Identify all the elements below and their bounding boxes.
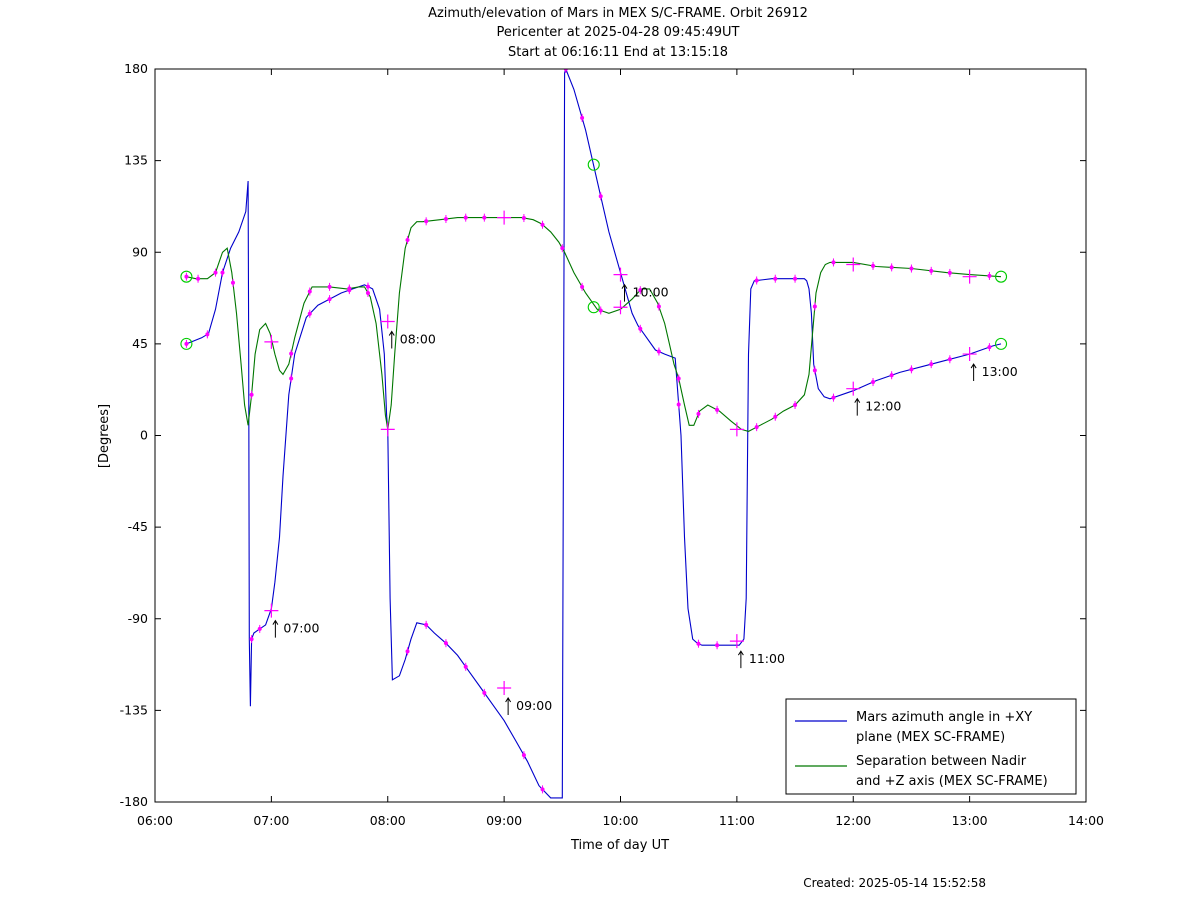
hour-annotation-arrow — [737, 650, 744, 669]
hour-annotation-label: 12:00 — [865, 399, 901, 414]
x-axis: 06:00 07:00 08:00 09:00 10:00 11:00 12:00 13:00… — [137, 69, 1104, 828]
x-tick-label: 14:00 — [1068, 813, 1104, 828]
hour-cross-marker — [729, 634, 744, 649]
chart-title: Azimuth/elevation of Mars in MEX S/C-FRA… — [428, 6, 808, 60]
y-tick-label: -135 — [120, 702, 148, 717]
y-tick-label: 0 — [140, 428, 148, 443]
series-line-separation — [186, 217, 1002, 432]
y-tick-label: -45 — [128, 519, 148, 534]
y-axis-label: [Degrees] — [97, 404, 112, 468]
y-tick-label: 180 — [124, 61, 148, 76]
event-circle-marker — [180, 270, 193, 283]
x-tick-label: 10:00 — [602, 813, 638, 828]
hour-cross-marker — [846, 381, 861, 396]
legend: Mars azimuth angle in +XY plane (MEX SC-… — [785, 698, 1077, 795]
hour-cross-marker — [380, 314, 395, 329]
hour-annotation-label: 13:00 — [982, 364, 1018, 379]
x-tick-label: 09:00 — [486, 813, 522, 828]
hour-annotation-arrow — [621, 283, 628, 302]
hour-annotation-label: 11:00 — [749, 651, 785, 666]
x-tick-label: 12:00 — [835, 813, 871, 828]
hour-annotation-arrow — [388, 330, 395, 349]
hour-annotation-label: 08:00 — [400, 331, 436, 346]
hour-annotation-arrow — [505, 697, 512, 715]
y-tick-label: -180 — [120, 794, 148, 809]
event-circle-marker — [994, 270, 1008, 283]
y-tick-label: 135 — [124, 153, 148, 168]
event-circle-marker — [587, 301, 600, 314]
y-tick-label: 45 — [132, 336, 148, 351]
hour-annotation-arrow — [970, 363, 977, 382]
hour-cross-marker — [497, 680, 512, 695]
x-tick-label: 08:00 — [370, 813, 406, 828]
hour-cross-marker — [613, 300, 628, 315]
event-circle-marker — [587, 158, 600, 171]
y-tick-label: -90 — [128, 611, 148, 626]
title-line-1: Azimuth/elevation of Mars in MEX S/C-FRA… — [428, 6, 808, 21]
hour-cross-marker — [962, 347, 977, 362]
hour-cross-marker — [729, 422, 744, 437]
legend-label-separation-2: and +Z axis (MEX SC-FRAME) — [856, 774, 1048, 789]
hour-cross-marker — [497, 210, 512, 225]
hour-cross-marker — [264, 603, 279, 618]
hour-annotation-arrow — [854, 397, 861, 416]
hour-annotation-label: 10:00 — [633, 285, 669, 300]
x-tick-label: 06:00 — [137, 813, 173, 828]
hour-annotation-label: 07:00 — [283, 621, 319, 636]
hour-cross-marker — [962, 269, 977, 284]
y-tick-label: 90 — [132, 244, 148, 259]
hour-cross-marker — [264, 334, 279, 349]
x-tick-label: 11:00 — [719, 813, 755, 828]
x-tick-label: 13:00 — [952, 813, 988, 828]
series-line-azimuth — [186, 69, 1002, 799]
plot-frame — [154, 68, 1087, 803]
legend-box — [785, 698, 1077, 795]
title-line-3: Start at 06:16:11 End at 13:15:18 — [508, 45, 728, 60]
y-axis: -180 -135 -90 -45 0 45 90 135 180 — [120, 61, 1086, 809]
hour-cross-marker — [380, 422, 395, 437]
hour-annotation-arrow — [272, 619, 279, 638]
x-tick-label: 07:00 — [253, 813, 289, 828]
hour-cross-marker — [846, 257, 861, 272]
title-line-2: Pericenter at 2025-04-28 09:45:49UT — [496, 25, 739, 40]
legend-label-azimuth-1: Mars azimuth angle in +XY — [856, 710, 1032, 725]
legend-label-separation-1: Separation between Nadir — [856, 754, 1027, 769]
created-timestamp: Created: 2025-05-14 15:52:58 — [803, 876, 986, 890]
hour-cross-marker — [613, 267, 628, 282]
x-axis-label: Time of day UT — [570, 838, 669, 853]
hour-annotation-label: 09:00 — [516, 698, 552, 713]
event-circle-marker — [994, 337, 1008, 350]
event-circle-marker — [180, 337, 193, 350]
legend-label-azimuth-2: plane (MEX SC-FRAME) — [856, 730, 1005, 745]
